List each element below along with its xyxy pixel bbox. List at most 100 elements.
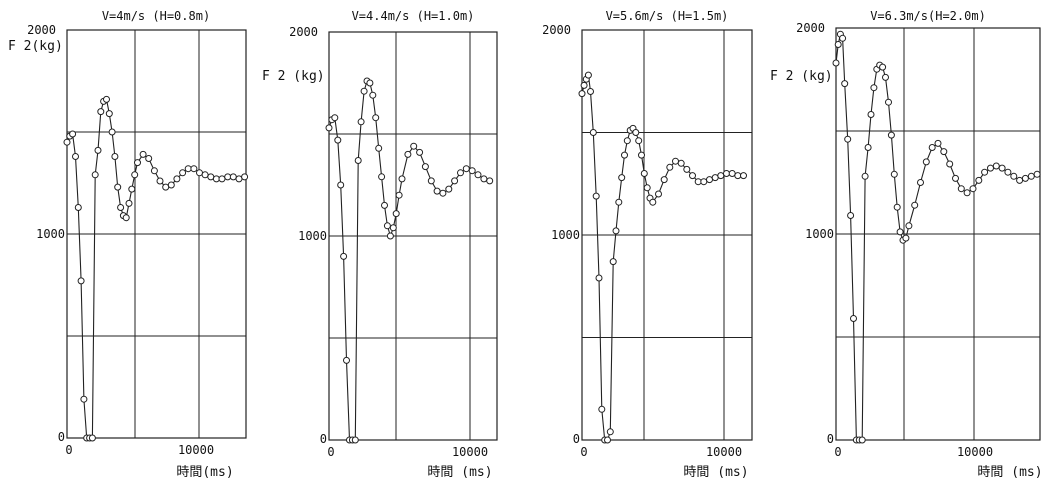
data-point <box>887 131 895 139</box>
data-point <box>677 159 685 167</box>
data-point <box>655 190 662 198</box>
data-point <box>150 167 158 175</box>
data-point <box>832 59 840 67</box>
y-tick-label: 2000 <box>542 23 571 37</box>
data-point <box>580 81 588 89</box>
data-point <box>1027 172 1035 180</box>
data-point <box>598 405 606 413</box>
data-point <box>77 277 85 285</box>
data-point <box>207 173 215 181</box>
data-point <box>117 204 125 211</box>
data-point <box>366 79 374 87</box>
data-point <box>340 252 348 260</box>
data-point <box>834 41 842 48</box>
data-point <box>69 130 77 138</box>
data-point <box>864 144 872 151</box>
data-point <box>615 198 623 206</box>
data-point <box>643 184 651 192</box>
data-point <box>325 124 333 132</box>
data-point <box>861 172 869 180</box>
data-point <box>360 87 368 95</box>
data-point <box>357 118 365 126</box>
data-point <box>666 163 674 171</box>
data-point <box>689 172 696 180</box>
data-point <box>844 135 852 143</box>
y-tick-label: 1000 <box>805 227 834 241</box>
data-point <box>858 436 866 444</box>
chart-title-4: V=6.3m/s(H=2.0m) <box>870 9 986 23</box>
data-point <box>386 232 394 240</box>
x-tick-label: 10000 <box>178 443 214 457</box>
data-point <box>1010 172 1018 180</box>
data-point <box>179 169 187 177</box>
data-point <box>337 181 345 189</box>
data-point <box>103 95 110 103</box>
data-point <box>1004 168 1012 176</box>
y-tick-label: 0 <box>827 432 834 446</box>
data-point <box>683 165 691 173</box>
data-point <box>156 177 164 185</box>
data-point <box>578 90 586 98</box>
data-point <box>917 179 924 186</box>
x-axis-label: 時間 (ms) <box>427 465 492 480</box>
data-point <box>987 164 994 172</box>
data-point <box>80 395 88 403</box>
data-point <box>131 171 139 179</box>
series-line-3 <box>581 73 744 441</box>
data-point <box>389 224 397 232</box>
data-point <box>427 177 435 185</box>
x-tick-label: 10000 <box>957 445 993 459</box>
data-point <box>587 88 594 95</box>
data-point <box>351 436 359 444</box>
data-point <box>885 98 892 106</box>
data-point <box>635 137 643 145</box>
data-point <box>723 170 730 177</box>
data-point <box>975 176 983 184</box>
data-point <box>609 258 617 266</box>
data-point <box>381 201 388 209</box>
data-point <box>445 185 453 193</box>
y-tick-label: 0 <box>58 430 65 444</box>
y-tick-label: 2000 <box>796 21 825 35</box>
data-point <box>896 228 904 236</box>
data-point <box>184 165 192 173</box>
data-point <box>963 189 971 197</box>
data-point <box>957 185 965 193</box>
data-point <box>201 171 209 179</box>
data-point <box>841 80 849 88</box>
series-line-4 <box>835 32 1038 441</box>
data-point <box>421 163 429 171</box>
data-point <box>649 198 657 206</box>
data-point <box>392 210 400 218</box>
data-point <box>457 169 464 177</box>
data-point <box>72 153 79 160</box>
data-point <box>870 84 878 92</box>
data-point <box>375 144 383 152</box>
data-point <box>981 168 989 176</box>
data-point <box>74 204 82 211</box>
data-point <box>88 434 96 442</box>
data-point <box>404 150 412 158</box>
data-point <box>331 114 339 122</box>
data-point <box>114 183 122 191</box>
data-point <box>623 137 631 145</box>
data-point <box>139 150 147 158</box>
chart-title-1: V=4m/s (H=0.8m) <box>102 9 210 23</box>
data-point <box>911 201 919 209</box>
data-point <box>905 222 913 230</box>
data-point <box>105 110 113 118</box>
data-point <box>847 212 855 219</box>
data-point <box>343 356 350 364</box>
y-axis-label: F 2(kg) <box>8 39 63 54</box>
data-point <box>882 73 889 81</box>
data-point <box>451 177 459 185</box>
data-point <box>196 169 203 177</box>
data-point <box>940 148 948 156</box>
data-point <box>383 222 391 230</box>
x-tick-label: 0 <box>834 445 841 459</box>
data-point <box>734 172 742 180</box>
x-axis-label: 時間(ms) <box>176 465 233 480</box>
data-point <box>621 151 628 159</box>
data-point <box>190 165 198 173</box>
